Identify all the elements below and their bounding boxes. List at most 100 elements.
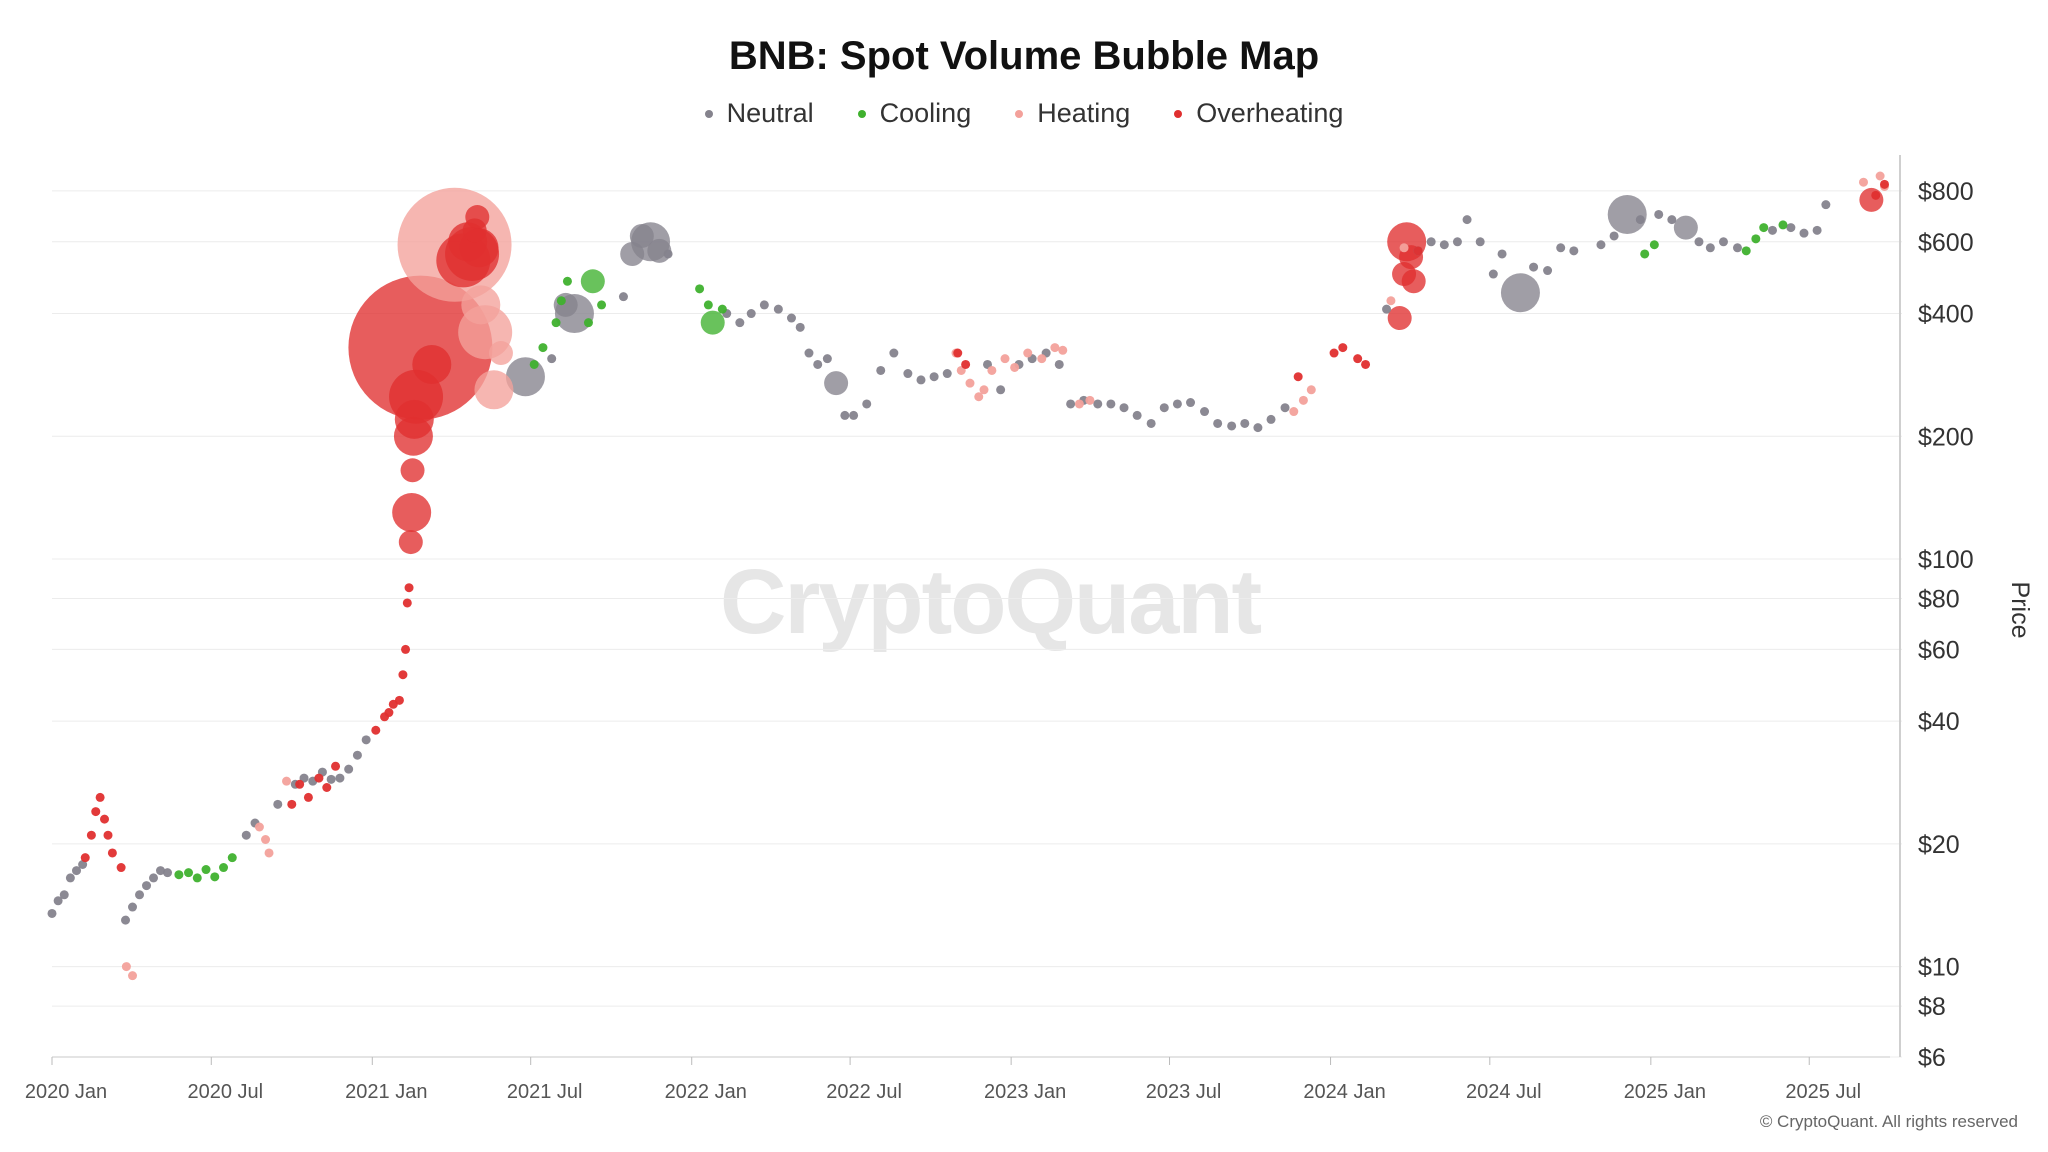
bubble-neutral[interactable] (618, 292, 628, 302)
bubble-neutral[interactable] (620, 241, 645, 266)
bubble-heating[interactable] (1858, 177, 1868, 187)
bubble-overheating[interactable] (1293, 372, 1303, 382)
bubble-cooling[interactable] (1649, 240, 1659, 250)
bubble-neutral[interactable] (1767, 225, 1777, 235)
bubble-cooling[interactable] (219, 863, 229, 873)
bubble-heating[interactable] (1023, 348, 1033, 358)
bubble-overheating[interactable] (465, 205, 490, 230)
bubble-neutral[interactable] (916, 375, 926, 385)
bubble-neutral[interactable] (1186, 398, 1196, 408)
bubble-overheating[interactable] (1338, 343, 1348, 353)
bubble-cooling[interactable] (700, 310, 725, 335)
bubble-neutral[interactable] (1382, 304, 1392, 314)
bubble-heating[interactable] (987, 365, 997, 375)
bubble-neutral[interactable] (1732, 243, 1742, 253)
bubble-cooling[interactable] (580, 269, 605, 294)
bubble-cooling[interactable] (597, 300, 607, 310)
bubble-overheating[interactable] (1871, 190, 1881, 200)
bubble-heating[interactable] (1058, 345, 1068, 355)
bubble-overheating[interactable] (103, 830, 113, 840)
bubble-neutral[interactable] (1172, 399, 1182, 409)
bubble-neutral[interactable] (142, 881, 152, 891)
bubble-overheating[interactable] (384, 708, 394, 718)
bubble-overheating[interactable] (322, 782, 332, 792)
bubble-neutral[interactable] (822, 354, 832, 364)
bubble-cooling[interactable] (562, 276, 572, 286)
bubble-heating[interactable] (1386, 296, 1396, 306)
bubble-neutral[interactable] (1426, 237, 1436, 247)
bubble-heating[interactable] (121, 962, 131, 972)
bubble-cooling[interactable] (1640, 249, 1650, 259)
bubble-heating[interactable] (282, 776, 292, 786)
bubble-heating[interactable] (1037, 354, 1047, 364)
bubble-neutral[interactable] (862, 399, 872, 409)
bubble-neutral[interactable] (72, 866, 82, 876)
bubble-overheating[interactable] (303, 792, 313, 802)
bubble-neutral[interactable] (1667, 215, 1677, 225)
bubble-overheating[interactable] (953, 348, 963, 358)
bubble-heating[interactable] (474, 370, 514, 410)
bubble-neutral[interactable] (1132, 410, 1142, 420)
bubble-overheating[interactable] (412, 344, 452, 384)
bubble-overheating[interactable] (1401, 269, 1426, 294)
bubble-heating[interactable] (261, 834, 271, 844)
bubble-overheating[interactable] (1387, 306, 1412, 331)
bubble-neutral[interactable] (121, 915, 131, 925)
bubble-cooling[interactable] (227, 853, 237, 863)
bubble-overheating[interactable] (295, 779, 305, 789)
bubble-neutral[interactable] (1556, 243, 1566, 253)
legend-item-neutral[interactable]: Neutral (704, 98, 814, 129)
bubble-neutral[interactable] (1159, 403, 1169, 413)
bubble-overheating[interactable] (401, 644, 411, 654)
bubble-overheating[interactable] (394, 695, 404, 705)
bubble-heating[interactable] (264, 848, 274, 858)
bubble-cooling[interactable] (695, 284, 705, 294)
bubble-neutral[interactable] (163, 868, 173, 878)
bubble-heating[interactable] (1050, 343, 1060, 353)
bubble-neutral[interactable] (876, 365, 886, 375)
bubble-cooling[interactable] (583, 318, 593, 328)
bubble-overheating[interactable] (331, 761, 341, 771)
bubble-cooling[interactable] (1741, 246, 1751, 256)
bubble-heating[interactable] (1000, 354, 1010, 364)
bubble-neutral[interactable] (1452, 237, 1462, 247)
bubble-heating[interactable] (1074, 399, 1084, 409)
bubble-neutral[interactable] (1607, 194, 1647, 234)
legend-item-overheating[interactable]: Overheating (1174, 98, 1343, 129)
bubble-overheating[interactable] (1361, 359, 1371, 369)
bubble-heating[interactable] (979, 385, 989, 395)
bubble-overheating[interactable] (394, 399, 434, 439)
bubble-neutral[interactable] (65, 873, 75, 883)
bubble-neutral[interactable] (1066, 399, 1076, 409)
bubble-neutral[interactable] (47, 908, 57, 918)
bubble-overheating[interactable] (1859, 187, 1884, 212)
bubble-overheating[interactable] (107, 848, 117, 858)
bubble-cooling[interactable] (717, 304, 727, 314)
bubble-neutral[interactable] (663, 249, 673, 259)
bubble-overheating[interactable] (314, 773, 324, 783)
bubble-neutral[interactable] (1200, 407, 1210, 417)
bubble-heating[interactable] (1085, 395, 1095, 405)
bubble-heating[interactable] (254, 822, 264, 832)
bubble-cooling[interactable] (551, 318, 561, 328)
bubble-neutral[interactable] (1799, 228, 1809, 238)
bubble-overheating[interactable] (402, 598, 412, 608)
bubble-heating[interactable] (1289, 407, 1299, 417)
bubble-heating[interactable] (461, 285, 501, 325)
bubble-neutral[interactable] (1500, 273, 1540, 313)
bubble-neutral[interactable] (1253, 423, 1263, 433)
bubble-neutral[interactable] (352, 750, 362, 760)
bubble-neutral[interactable] (1475, 237, 1485, 247)
bubble-neutral[interactable] (1280, 403, 1290, 413)
bubble-neutral[interactable] (1812, 225, 1822, 235)
bubble-neutral[interactable] (786, 313, 796, 323)
bubble-neutral[interactable] (1054, 359, 1064, 369)
bubble-neutral[interactable] (773, 304, 783, 314)
bubble-overheating[interactable] (1413, 246, 1423, 256)
bubble-heating[interactable] (488, 341, 513, 366)
bubble-cooling[interactable] (174, 870, 184, 880)
bubble-neutral[interactable] (759, 300, 769, 310)
bubble-neutral[interactable] (1529, 262, 1539, 272)
bubble-neutral[interactable] (335, 773, 345, 783)
bubble-overheating[interactable] (404, 583, 414, 593)
